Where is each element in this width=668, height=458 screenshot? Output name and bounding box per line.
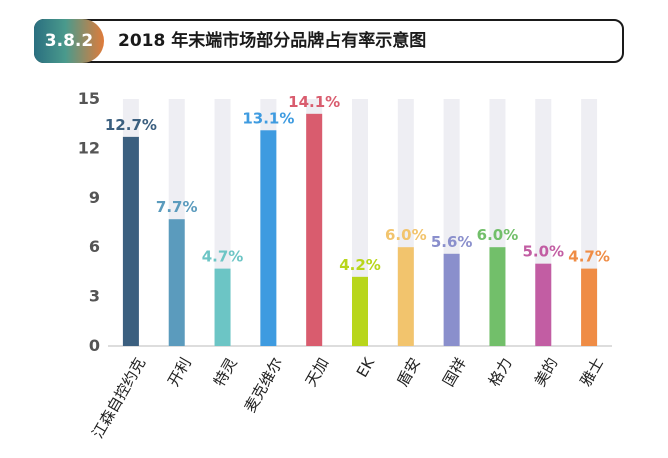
x-tick-label: 麦克维尔 [241,355,287,416]
bar [397,247,414,346]
bar [352,276,368,346]
data-label: 7.7% [156,198,198,216]
data-label: 12.7% [105,116,157,134]
data-label: 5.6% [431,233,473,251]
x-tick-label: 天加 [302,355,333,390]
y-tick-label: 9 [89,188,100,207]
x-tick-label: 雅士 [577,355,608,390]
x-tick-label: EK [353,354,379,381]
section-badge: 3.8.2 [34,19,104,63]
y-tick-label: 12 [78,138,100,157]
x-tick-label: 国祥 [439,355,470,390]
bar [168,219,185,346]
x-tick-label: 美的 [531,355,562,390]
x-tick-label: 格力 [485,355,516,390]
x-tick-label: 江森自控约克 [88,355,149,442]
bar [306,113,323,346]
x-tick-label: 盾安 [393,355,424,390]
bar [122,136,139,346]
bar [214,268,231,346]
data-label: 4.7% [568,248,610,266]
x-tick-label: 开利 [164,355,195,390]
bar [443,253,460,346]
chart-title: 2018 年末端市场部分品牌占有率示意图 [118,31,427,51]
y-tick-label: 3 [89,287,100,306]
data-label: 14.1% [288,93,340,111]
y-tick-label: 6 [89,237,100,256]
data-label: 5.0% [522,243,564,261]
data-label: 4.7% [202,248,244,266]
bar [535,263,552,346]
y-tick-label: 15 [78,89,100,108]
bar [581,268,598,346]
x-tick-label: 特灵 [210,355,241,390]
bar [489,247,506,346]
data-label: 6.0% [477,226,519,244]
data-label: 4.2% [339,256,381,274]
data-label: 6.0% [385,226,427,244]
data-label: 13.1% [242,109,294,127]
title-bar [34,19,624,63]
bar [260,130,277,346]
y-tick-label: 0 [89,336,100,355]
